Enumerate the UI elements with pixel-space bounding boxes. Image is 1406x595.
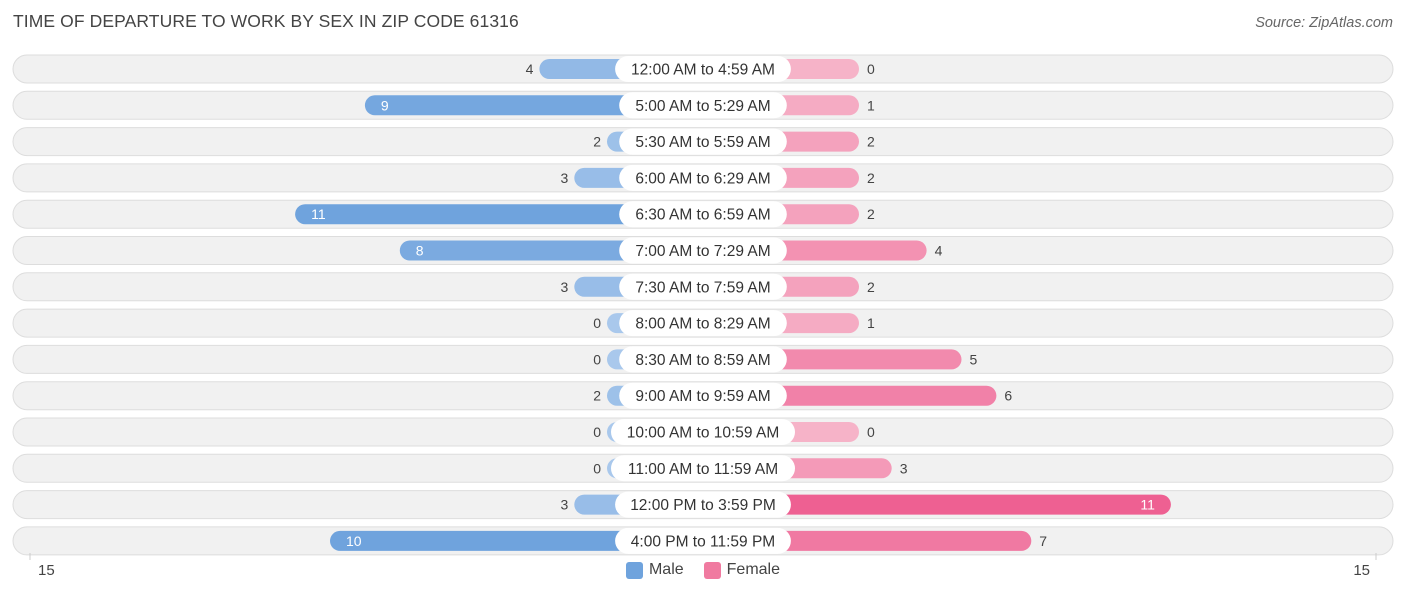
male-value-label: 4 <box>526 61 534 77</box>
legend-item-male[interactable]: Male <box>625 561 684 579</box>
category-pill <box>615 56 791 82</box>
male-value-label: 3 <box>561 170 569 186</box>
female-value-label: 11 <box>1140 497 1155 513</box>
category-label: 11:00 AM to 11:59 AM <box>628 461 778 478</box>
female-value-label: 0 <box>867 424 875 440</box>
male-value-label: 10 <box>346 533 362 549</box>
category-label: 7:00 AM to 7:29 AM <box>635 243 770 260</box>
female-value-label: 2 <box>867 279 875 295</box>
category-label: 9:00 AM to 9:59 AM <box>635 388 770 405</box>
female-value-label: 7 <box>1039 533 1047 549</box>
category-pill <box>619 237 787 264</box>
female-value-label: 1 <box>867 315 875 331</box>
category-pill <box>611 419 795 445</box>
male-value-label: 3 <box>561 279 569 295</box>
female-bar <box>703 494 1171 515</box>
category-pill <box>619 273 787 300</box>
category-label: 8:00 AM to 8:29 AM <box>635 316 770 333</box>
axis-min-label: 15 <box>38 562 55 579</box>
category-pill <box>619 382 787 409</box>
female-value-label: 4 <box>935 243 943 259</box>
category-pill <box>619 92 787 119</box>
category-pill <box>611 455 795 482</box>
male-value-label: 0 <box>593 315 601 331</box>
male-value-label: 8 <box>416 243 424 259</box>
legend-swatch-male <box>625 561 643 579</box>
female-value-label: 2 <box>867 170 875 186</box>
female-value-label: 2 <box>867 134 875 150</box>
legend-label-female: Female <box>726 561 781 578</box>
male-bar <box>364 95 703 116</box>
category-label: 12:00 PM to 3:59 PM <box>630 497 776 514</box>
legend-swatch-female <box>703 561 721 579</box>
category-pill <box>619 201 787 228</box>
category-pill <box>619 310 787 337</box>
male-value-label: 3 <box>561 497 569 513</box>
category-label: 7:30 AM to 7:59 AM <box>635 279 770 296</box>
category-label: 10:00 AM to 10:59 AM <box>627 425 780 442</box>
category-label: 8:30 AM to 8:59 AM <box>635 352 770 369</box>
category-pill <box>615 491 791 518</box>
chart-canvas: 12:00 AM to 4:59 AM 4 0 5:00 AM to 5:29 AM 9… <box>12 54 1394 560</box>
category-label: 4:00 PM to 11:59 PM <box>631 533 775 550</box>
legend-label-male: Male <box>648 561 684 578</box>
female-value-label: 0 <box>867 61 875 77</box>
female-value-label: 2 <box>867 206 875 222</box>
male-value-label: 9 <box>381 97 389 113</box>
category-pill <box>615 527 791 554</box>
category-label: 6:30 AM to 6:59 AM <box>635 207 770 224</box>
male-value-label: 2 <box>593 388 601 404</box>
legend-item-female[interactable]: Female <box>703 561 781 579</box>
male-value-label: 11 <box>311 206 326 222</box>
female-value-label: 5 <box>970 351 978 367</box>
male-value-label: 0 <box>593 351 601 367</box>
legend: Male Female <box>0 561 1406 579</box>
male-value-label: 2 <box>593 134 601 150</box>
male-value-label: 0 <box>593 460 601 476</box>
source-note: Source: ZipAtlas.com <box>1255 15 1393 31</box>
category-pill <box>619 346 787 373</box>
category-pill <box>619 128 787 155</box>
category-pill <box>619 164 787 191</box>
category-label: 5:30 AM to 5:59 AM <box>635 134 770 151</box>
female-value-label: 3 <box>900 460 908 476</box>
male-bar <box>295 204 703 225</box>
male-bar <box>330 530 703 551</box>
female-value-label: 1 <box>867 97 875 113</box>
chart-title: TIME OF DEPARTURE TO WORK BY SEX IN ZIP … <box>13 11 519 31</box>
category-label: 12:00 AM to 4:59 AM <box>631 62 775 79</box>
female-value-label: 6 <box>1004 388 1012 404</box>
category-label: 6:00 AM to 6:29 AM <box>635 170 770 187</box>
category-label: 5:00 AM to 5:29 AM <box>635 98 770 115</box>
male-value-label: 0 <box>593 424 601 440</box>
axis-max-label: 15 <box>1353 562 1370 579</box>
